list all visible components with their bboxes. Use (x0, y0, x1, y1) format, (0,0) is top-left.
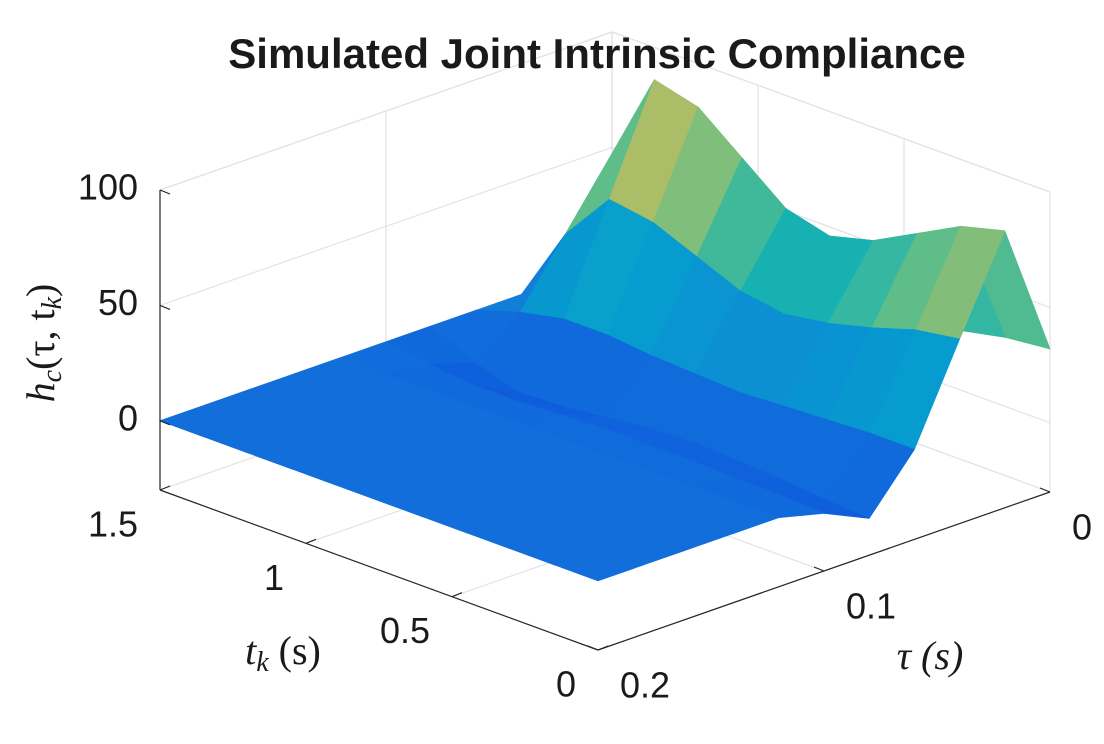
y-axis-label-part: (s) (269, 628, 321, 673)
z-tick (159, 304, 171, 310)
z-axis-label: hc(τ, tk) (18, 284, 68, 403)
y-axis-label: tk (s) (245, 628, 321, 678)
axis-line (159, 489, 599, 651)
box-edge (159, 31, 613, 191)
y-tick-label: 0 (556, 664, 576, 705)
surface-patch (553, 548, 645, 582)
x-axis-label: τ (s) (897, 633, 964, 678)
y-tick (159, 485, 171, 491)
x-tick-label: 0.2 (620, 665, 670, 706)
x-axis-label-part: τ (s) (897, 633, 964, 678)
y-tick-label: 0.5 (380, 610, 430, 651)
grid-line (159, 146, 613, 306)
z-axis-label-part: ) (18, 284, 63, 297)
y-axis-label-part: k (256, 647, 269, 678)
z-tick (159, 420, 171, 426)
y-tick (305, 538, 317, 544)
x-tick-label: 0.1 (846, 586, 896, 627)
box-edge (611, 31, 1051, 193)
y-tick (451, 592, 463, 598)
chart-title: Simulated Joint Intrinsic Compliance (228, 30, 965, 77)
y-axis-label-part: t (245, 628, 257, 673)
z-axis-label-part: (τ, t (18, 309, 63, 370)
x-tick-label: 0 (1072, 507, 1092, 548)
z-tick-label: 50 (98, 282, 138, 323)
z-axis-label-part: h (18, 382, 63, 402)
surface (158, 78, 1051, 582)
z-tick-label: 0 (118, 397, 138, 438)
z-axis-label-part: c (37, 369, 68, 382)
y-tick (597, 645, 609, 651)
x-tick (813, 566, 825, 572)
y-tick-label: 1 (264, 557, 284, 598)
x-tick (1039, 487, 1051, 493)
x-tick (587, 645, 599, 651)
y-tick-label: 1.5 (88, 504, 138, 545)
z-axis-label-part: k (37, 296, 68, 309)
z-tick (159, 189, 171, 195)
z-tick-label: 100 (78, 167, 138, 208)
